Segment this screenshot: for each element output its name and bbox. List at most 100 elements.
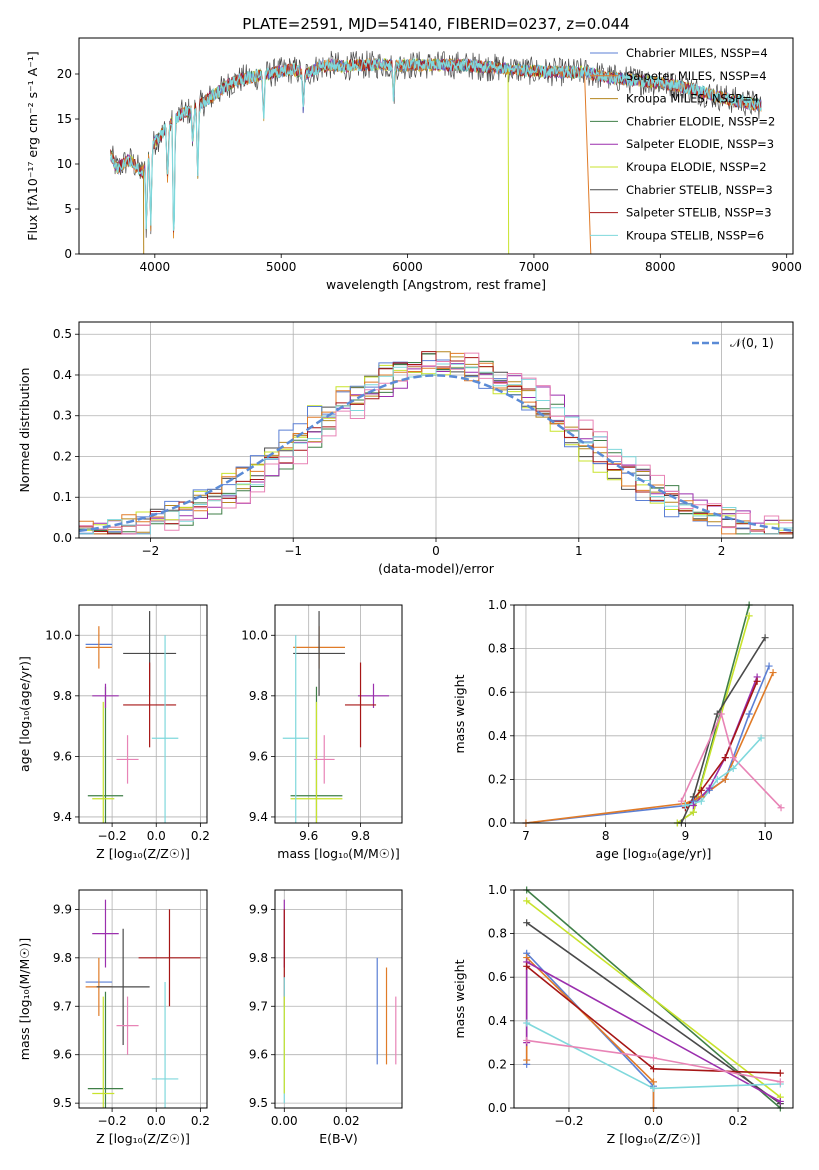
x-tick-label: 7 <box>522 829 530 843</box>
legend-label: Chabrier STELIB, NSSP=3 <box>626 183 773 197</box>
legend-label: Salpeter ELODIE, NSSP=3 <box>626 137 774 151</box>
y-tick-label: 0.6 <box>488 685 507 699</box>
x-tick-label: 9000 <box>771 260 802 274</box>
x-tick-label: 0 <box>432 544 440 558</box>
weight-marker <box>721 754 729 762</box>
weight-line <box>526 900 781 1098</box>
x-axis-label: wavelength [Angstrom, rest frame] <box>326 277 546 292</box>
y-axis-label: Flux [fλ10⁻¹⁷ erg cm⁻² s⁻¹ A⁻¹] <box>25 51 40 240</box>
weight-marker <box>729 754 737 762</box>
plot-area <box>525 605 782 823</box>
histogram-step <box>79 352 793 535</box>
mass-weight-vs-age-panel: 7 8 9 10 0.0 0.2 0.4 0.6 0.8 1.0 age [log₁₀(age/yr… <box>452 598 794 861</box>
legend-label: 𝒩(0, 1) <box>730 336 774 350</box>
y-tick-label: 0.4 <box>53 368 72 382</box>
legend-label: Chabrier MILES, NSSP=4 <box>626 46 768 60</box>
weight-marker <box>765 662 773 670</box>
y-tick-label: 0.0 <box>488 1101 507 1115</box>
weight-marker <box>713 775 721 783</box>
legend-label: Kroupa ELODIE, NSSP=2 <box>626 160 767 174</box>
y-tick-label: 0.8 <box>488 642 507 656</box>
normal-curve <box>79 374 793 533</box>
weight-marker <box>689 808 697 816</box>
x-axis-label: mass [log₁₀(M/M☉)] <box>277 846 399 861</box>
legend-label: Salpeter STELIB, NSSP=3 <box>626 206 772 220</box>
weight-marker <box>717 710 725 718</box>
y-axis-label: mass weight <box>452 674 467 753</box>
y-tick-label: 9.7 <box>53 999 72 1013</box>
weight-marker <box>650 1078 657 1086</box>
weight-marker <box>523 962 531 970</box>
legend-label: Chabrier ELODIE, NSSP=2 <box>626 114 775 128</box>
y-tick-label: 9.4 <box>249 810 268 824</box>
y-tick-label: 10.0 <box>241 628 268 642</box>
x-tick-label: 0.2 <box>191 1114 210 1128</box>
mass-vs-Z-panel: −0.2 0.0 0.2 9.5 9.6 9.7 9.8 9.9 Z [log₁₀(Z/Z☉)]… <box>17 889 210 1146</box>
weight-marker <box>757 734 765 742</box>
y-tick-label: 9.9 <box>53 902 72 916</box>
plot-frame <box>78 37 794 255</box>
weight-marker <box>689 802 697 810</box>
y-tick-label: 0.0 <box>53 531 72 545</box>
x-tick-label: 8000 <box>645 260 676 274</box>
weight-marker <box>769 669 777 677</box>
weight-marker <box>761 634 769 642</box>
weight-marker <box>650 1065 657 1073</box>
spectrum-line <box>110 56 762 231</box>
weight-marker <box>523 1036 531 1044</box>
y-tick-label: 9.5 <box>53 1096 72 1110</box>
spectrum-dropout <box>507 68 510 254</box>
residuals-panel: −2 −1 0 1 2 0.0 0.1 0.2 0.3 0.4 0.5 (data-model)/er… <box>17 321 794 576</box>
x-tick-label: 9.6 <box>299 829 318 843</box>
x-tick-label: 10 <box>757 829 772 843</box>
x-tick-label: −0.2 <box>98 1114 127 1128</box>
y-tick-label: 10 <box>57 157 72 171</box>
x-tick-label: −0.2 <box>554 1114 583 1128</box>
plot-frame <box>274 889 403 1109</box>
spectrum-panel: 4000 5000 6000 7000 8000 9000 0 5 10 15 20 waveleng… <box>25 37 802 292</box>
y-tick-label: 9.8 <box>53 951 72 965</box>
x-tick-label: 5000 <box>266 260 297 274</box>
y-tick-label: 9.8 <box>249 951 268 965</box>
weight-marker <box>705 784 713 792</box>
weight-marker <box>745 612 753 620</box>
plot-frame <box>78 604 208 824</box>
y-axis-label: mass [log₁₀(M/M☉)] <box>17 938 32 1060</box>
x-axis-label: (data-model)/error <box>378 561 495 576</box>
y-tick-label: 0.5 <box>53 327 72 341</box>
weight-marker <box>523 897 531 905</box>
y-tick-label: 0.4 <box>488 1014 507 1028</box>
weight-line <box>676 605 750 823</box>
weight-line <box>680 637 766 823</box>
y-tick-label: 9.5 <box>249 1096 268 1110</box>
plot-area <box>110 50 762 254</box>
x-tick-label: 4000 <box>140 260 171 274</box>
y-tick-label: 0.2 <box>488 772 507 786</box>
y-tick-label: 15 <box>57 112 72 126</box>
y-tick-label: 20 <box>57 67 72 81</box>
weight-marker <box>776 1069 784 1077</box>
weight-marker <box>776 1097 784 1105</box>
weight-marker <box>697 786 705 794</box>
y-tick-label: 9.6 <box>249 749 268 763</box>
weight-marker <box>681 802 689 810</box>
x-axis-label: E(B-V) <box>319 1131 358 1146</box>
x-tick-label: 0.0 <box>147 1114 166 1128</box>
figure-title: PLATE=2591, MJD=54140, FIBERID=0237, z=0… <box>242 15 629 33</box>
x-axis-label: Z [log₁₀(Z/Z☉)] <box>96 1131 190 1146</box>
x-axis-label: age [log₁₀(age/yr)] <box>596 846 712 861</box>
x-tick-label: 0.2 <box>728 1114 747 1128</box>
y-tick-label: 9.6 <box>53 749 72 763</box>
plot-area <box>85 611 179 823</box>
y-tick-label: 0.1 <box>53 490 72 504</box>
y-tick-label: 9.6 <box>249 1048 268 1062</box>
y-tick-label: 0.2 <box>53 449 72 463</box>
x-tick-label: 0.02 <box>333 1114 360 1128</box>
y-tick-label: 0.3 <box>53 409 72 423</box>
age-vs-Z-panel: −0.2 0.0 0.2 9.4 9.6 9.8 10.0 Z [log₁₀(Z/Z☉)] ag… <box>17 604 210 861</box>
y-tick-label: 9.8 <box>249 689 268 703</box>
weight-marker <box>729 765 737 772</box>
x-tick-label: 0.0 <box>644 1114 663 1128</box>
legend-label: Kroupa MILES, NSSP=4 <box>626 92 759 106</box>
